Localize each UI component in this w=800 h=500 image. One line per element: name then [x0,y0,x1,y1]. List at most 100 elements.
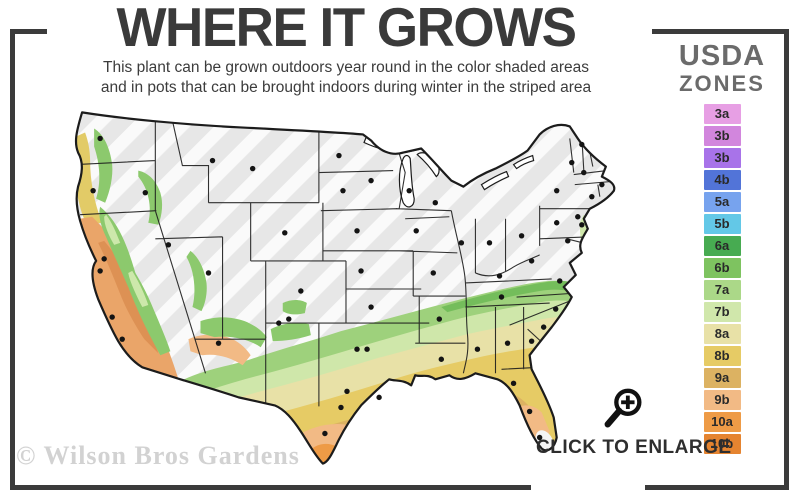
watermark: © Wilson Bros Gardens [16,441,300,470]
city-dot [298,288,304,294]
zone-chip-list: 3a 3b 3b 4b 5a 5b 6a 6b 7a 7b 8a 8b 9a 9b 10a 10b [672,104,772,454]
city-dot [101,256,107,262]
city-dot [205,270,212,276]
subtitle-line-1: This plant can be grown outdoors year ro… [103,59,589,76]
arizona-peach-blob [188,334,251,366]
city-dot [90,187,96,194]
zone-chip-3a: 3a [703,104,741,124]
city-dot [368,304,374,310]
us-outline [74,111,616,465]
zone-chip-5b: 5b [703,214,741,234]
city-dot [575,214,581,220]
city-dot [358,268,364,274]
city-dot [209,157,216,164]
zone-chip-9b: 9b [703,390,741,410]
city-dot [579,222,585,228]
city-dot [376,394,382,401]
city-dot [413,228,419,234]
city-dot [344,388,350,395]
us-map-svg [74,111,616,465]
zone-chip-5a: 5a [703,192,741,212]
city-dot [430,270,436,276]
city-dot [338,404,344,411]
zone-chip-7b: 7b [703,302,741,322]
legend-title-usda: USDA [678,40,766,72]
click-to-enlarge-button[interactable]: CLICK TO ENLARGE [536,386,732,459]
city-dot [553,220,560,226]
city-dot [504,340,511,346]
city-dot [432,199,438,206]
city-dot [528,258,535,264]
magnifier-zoom-in-icon [604,388,642,428]
zone-chip-4b: 4b [703,170,741,190]
california-inner-valley [98,240,159,354]
city-dot [510,380,517,387]
usda-zone-map[interactable] [60,110,642,472]
city-dot [340,187,346,194]
city-dot [97,268,103,274]
city-dot [354,228,360,234]
lake-ontario [512,154,535,170]
city-dot [276,320,282,326]
city-dot [553,187,560,194]
frame-gap-top [47,26,652,38]
city-dot [406,187,412,194]
city-dot [282,230,288,236]
city-dot [557,278,563,284]
page-title: WHERE IT GROWS [116,0,577,59]
zone-fringe-6b [441,280,589,313]
city-dot [498,294,505,300]
city-dot [97,135,103,142]
enlarge-label: CLICK TO ENLARGE [536,437,732,458]
city-dot [581,169,587,176]
city-dot [165,242,172,248]
zone-chip-10a: 10a [703,412,741,432]
lake-michigan [398,154,415,208]
zone-chip-10b: 10b [703,434,741,454]
lake-erie [480,170,510,191]
city-dot [569,159,575,166]
subtitle: This plant can be grown outdoors year ro… [40,58,652,98]
city-dot [336,152,342,159]
city-dot [526,408,533,415]
zone-chip-6b: 6b [703,258,741,278]
city-dot [119,336,125,342]
zone-chip-7a: 7a [703,280,741,300]
city-dot [528,338,535,344]
city-dot [438,356,445,362]
city-dot [474,346,481,352]
city-dot [579,141,585,148]
city-dot [368,177,374,184]
city-dot [436,316,443,322]
zone-chip-3b: 3b [703,148,741,168]
city-dot [215,340,222,346]
city-dot [599,181,605,188]
city-dot [458,240,465,246]
city-dot [496,273,503,279]
city-dot [249,165,256,172]
zone-chip-3b: 3b [703,126,741,146]
city-dot [286,316,292,322]
zone-chip-6a: 6a [703,236,741,256]
frame-gap-bottom [531,481,645,493]
subtitle-line-2: and in pots that can be brought indoors … [100,78,592,96]
city-dot [589,193,595,200]
city-dots-layer [90,135,605,441]
city-dot [354,346,360,352]
zone-chip-8a: 8a [703,324,741,344]
city-dot [552,306,559,312]
zone-chip-8b: 8b [703,346,741,366]
usda-zones-legend: USDA ZONES 3a 3b 3b 4b 5a 5b 6a 6b 7a 7b 8a 8b 9a 9b 1… [672,42,772,456]
city-dot [364,346,370,352]
city-dot [536,434,543,441]
city-dot [142,189,149,196]
zone-chip-9a: 9a [703,368,741,388]
city-dot [540,324,547,330]
city-dot [518,233,525,239]
city-dot [109,314,115,320]
city-dot [486,240,493,246]
city-dot [322,430,328,437]
legend-title-zones: ZONES [679,71,765,96]
city-dot [565,238,571,244]
